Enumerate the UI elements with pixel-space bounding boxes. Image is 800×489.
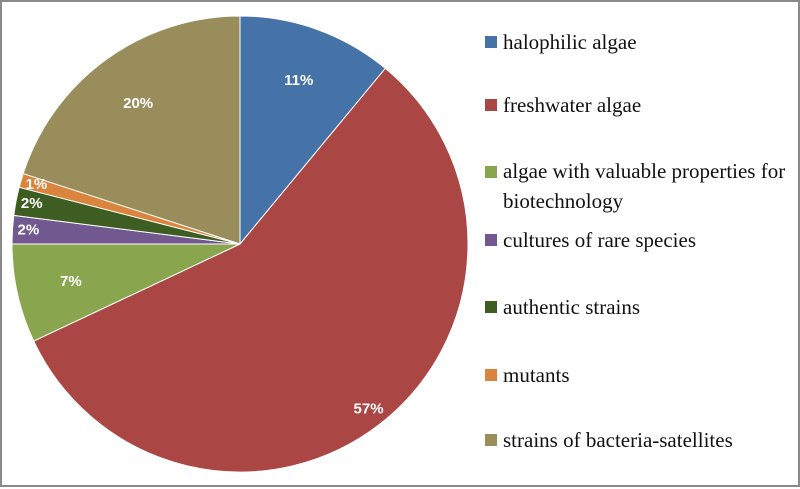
legend-swatch (485, 301, 497, 313)
legend-item: mutants (485, 363, 570, 388)
data-label: 7% (60, 273, 82, 290)
data-label: 11% (284, 72, 313, 89)
pie-slice (22, 15, 241, 245)
legend-item: cultures of rare species (485, 228, 696, 253)
legend-swatch (485, 166, 497, 178)
legend-item: halophilic algae (485, 30, 637, 55)
legend-swatch (485, 434, 497, 446)
legend-swatch (485, 36, 497, 48)
pie-slice (239, 15, 387, 246)
pie-slice (33, 67, 469, 473)
legend-item: strains of bacteria-satellites (485, 428, 733, 453)
data-label: 1% (26, 176, 48, 193)
data-label: 57% (354, 401, 384, 418)
legend-label: mutants (503, 363, 570, 387)
data-label: 20% (123, 95, 153, 112)
legend-swatch (485, 234, 497, 246)
legend-label: authentic strains (503, 295, 641, 319)
legend-label: algae with valuable properties for biote… (503, 159, 786, 213)
data-label: 2% (18, 222, 40, 239)
legend-label: freshwater algae (503, 93, 642, 117)
legend-label: strains of bacteria-satellites (503, 428, 733, 452)
legend-item: freshwater algae (485, 93, 641, 118)
legend-swatch (485, 369, 497, 381)
legend-label: cultures of rare species (503, 228, 696, 252)
legend-label: halophilic algae (503, 30, 637, 54)
legend-item: algae with valuable properties for biote… (485, 159, 800, 216)
data-label: 2% (21, 195, 43, 212)
legend-swatch (485, 99, 497, 111)
legend-item: authentic strains (485, 295, 640, 320)
